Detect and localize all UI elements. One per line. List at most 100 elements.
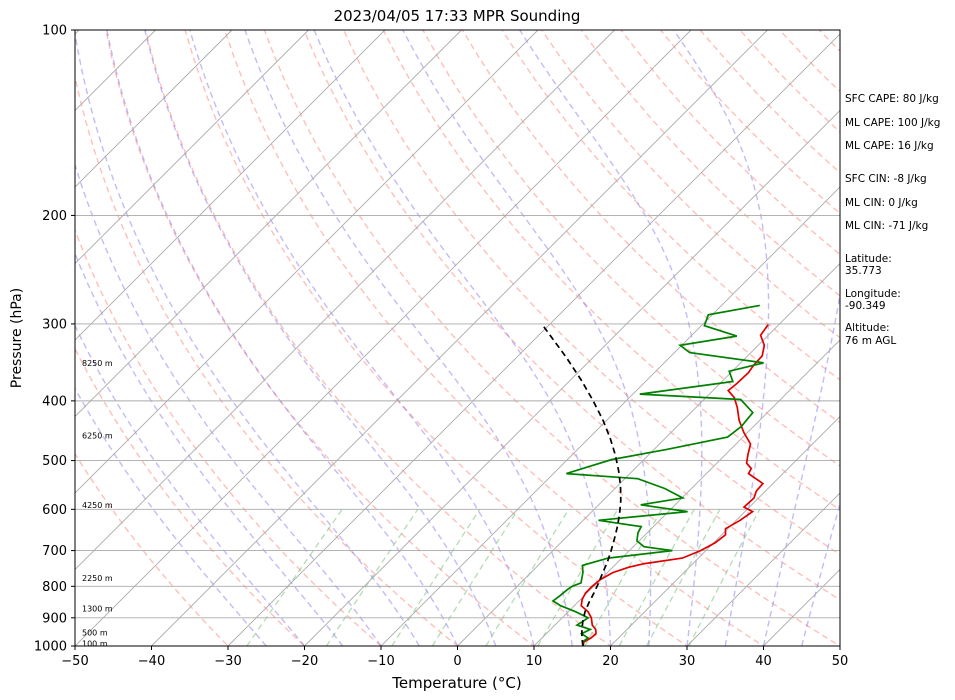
temperature-line: [580, 324, 769, 646]
isotherm: [457, 262, 840, 646]
parcel-path-line: [541, 323, 622, 646]
y-tick-label: 400: [42, 394, 67, 409]
height-label: 100 m: [82, 639, 108, 648]
isotherm: [227, 33, 840, 646]
sounding-info-text: -90.349: [845, 300, 886, 312]
moist-adiabat: [244, 30, 573, 646]
height-label: 500 m: [82, 628, 108, 637]
isotherm: [75, 30, 692, 646]
dry-adiabat: [75, 347, 306, 646]
dry-adiabat: [501, 30, 840, 381]
sounding-info-text: SFC CAPE: 80 J/kg: [845, 93, 939, 105]
dry-adiabat: [105, 30, 536, 646]
sounding-info-text: 35.773: [845, 265, 882, 277]
moist-adiabat: [402, 30, 652, 646]
moist-adiabat: [762, 291, 840, 646]
x-axis-label: Temperature (°C): [391, 674, 521, 692]
dry-adiabat: [382, 30, 840, 511]
moist-adiabat: [144, 30, 497, 646]
y-tick-label: 700: [42, 544, 67, 559]
moist-adiabat: [75, 162, 382, 646]
isotherm: [686, 492, 840, 646]
x-axis-ticks: −50 −40 −30 −20 −10 0 10 20 30 40 50: [61, 646, 848, 669]
x-tick-label: 40: [755, 654, 772, 669]
x-tick-label: 30: [679, 654, 696, 669]
sounding-info-panel: SFC CAPE: 80 J/kg ML CAPE: 100 J/kg ML CAP…: [845, 93, 940, 347]
isotherm: [380, 186, 840, 646]
x-tick-label: −40: [138, 654, 165, 669]
isotherm: [0, 30, 3, 646]
chart-title: 2023/04/05 17:33 MPR Sounding: [334, 7, 581, 25]
sounding-info-text: ML CIN: -71 J/kg: [845, 220, 928, 232]
x-tick-label: −10: [367, 654, 394, 669]
x-tick-label: 20: [602, 654, 619, 669]
moist-adiabat: [519, 30, 703, 646]
mixing-ratio-line: [537, 508, 619, 646]
moist-adiabat: [801, 501, 840, 646]
sounding-info-text: Longitude:: [845, 288, 901, 300]
sounding-info-text: Altitude:: [845, 322, 890, 334]
height-label: 4250 m: [82, 501, 113, 510]
sounding-info-text: 76 m AGL: [845, 335, 896, 347]
y-tick-label: 1000: [34, 640, 67, 655]
dry-adiabat: [422, 30, 840, 467]
y-tick-label: 300: [42, 317, 67, 332]
height-label: 8250 m: [82, 359, 113, 368]
y-tick-label: 900: [42, 611, 67, 626]
dry-adiabat: [263, 30, 840, 646]
dry-adiabat: [75, 228, 383, 646]
x-tick-label: −50: [61, 654, 88, 669]
dry-adiabat: [75, 73, 459, 646]
isotherm: [533, 339, 840, 646]
isotherm: [75, 30, 309, 265]
height-label: 2250 m: [82, 574, 113, 583]
height-label: 1300 m: [82, 605, 113, 614]
y-tick-label: 800: [42, 580, 67, 595]
dry-adiabat: [184, 30, 689, 646]
dewpoint-line: [551, 304, 764, 646]
dry-adiabat: [461, 30, 840, 424]
mixing-ratio-line: [646, 508, 721, 646]
dry-adiabat: [144, 30, 612, 646]
x-tick-label: 0: [453, 654, 461, 669]
sounding-series: [541, 304, 769, 646]
y-axis-ticks: 1000 900 800 700 600 500 400 300 200 100: [34, 24, 75, 655]
x-tick-label: 10: [526, 654, 543, 669]
pressure-gridlines: [75, 30, 840, 646]
height-label: 6250 m: [82, 431, 113, 440]
moist-adiabat: [673, 30, 770, 646]
height-labels: 100 m 500 m 1300 m 2250 m 4250 m 6250 m 8250 m: [82, 359, 113, 648]
isotherm: [304, 109, 840, 646]
y-tick-label: 200: [42, 209, 67, 224]
x-tick-label: −20: [291, 654, 318, 669]
moist-adiabat: [75, 251, 344, 646]
isotherm: [75, 30, 615, 571]
x-tick-label: −30: [214, 654, 241, 669]
isotherm: [75, 30, 386, 341]
mixing-ratio-line: [431, 508, 519, 646]
isotherm: [75, 30, 462, 418]
y-tick-label: 100: [42, 24, 67, 39]
moist-adiabat: [189, 30, 535, 646]
sounding-info-text: SFC CIN: -8 J/kg: [845, 173, 927, 185]
moist-adiabat: [75, 30, 420, 646]
dry-adiabat: [224, 30, 765, 646]
sounding-info-text: ML CIN: 0 J/kg: [845, 197, 918, 209]
background-lines: [0, 30, 840, 646]
mixing-ratio-line: [246, 508, 343, 646]
moist-adiabat: [106, 30, 459, 646]
isotherm: [151, 30, 768, 646]
y-axis-label: Pressure (hPa): [9, 288, 25, 388]
mixing-ratio-line: [485, 508, 570, 646]
dry-adiabat: [303, 30, 840, 601]
sounding-info-text: Latitude:: [845, 253, 892, 265]
y-tick-label: 600: [42, 503, 67, 518]
dry-adiabat: [75, 452, 229, 646]
x-tick-label: 50: [832, 654, 849, 669]
y-tick-label: 500: [42, 454, 67, 469]
sounding-info-text: ML CAPE: 100 J/kg: [845, 117, 940, 129]
sounding-info-text: ML CAPE: 16 J/kg: [845, 140, 934, 152]
isotherm: [75, 30, 539, 494]
moist-adiabat: [313, 30, 612, 646]
